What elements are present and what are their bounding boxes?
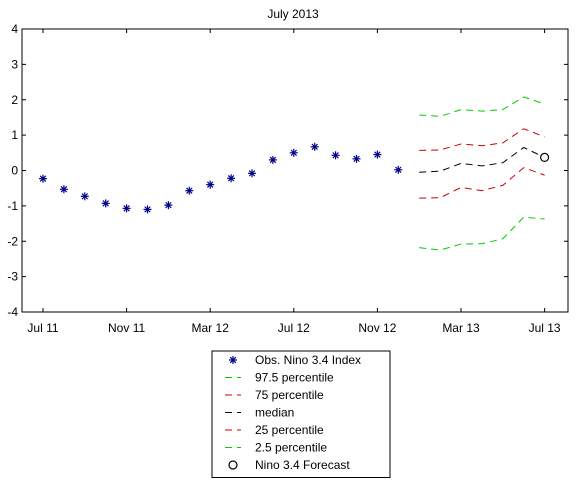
y-tick-label: 0 (11, 164, 18, 178)
series-2-5-percentile (419, 216, 545, 251)
legend-item-97-5-percentile: 97.5 percentile (225, 371, 334, 385)
y-tick-label: -4 (7, 305, 18, 319)
legend-label: 2.5 percentile (255, 441, 327, 455)
y-tick-label: 3 (11, 57, 18, 71)
series-75-percentile (419, 128, 545, 151)
legend-marker-circle (228, 460, 238, 470)
x-tick-label: Nov 12 (358, 321, 396, 335)
x-tick-label: Mar 12 (192, 321, 230, 335)
legend-item-25-percentile: 25 percentile (225, 423, 324, 437)
legend-item-obs-nino-3-4-index: Obs. Nino 3.4 Index (229, 353, 361, 367)
observed-point (310, 142, 319, 151)
y-tick-label: 2 (11, 93, 18, 107)
legend-item-75-percentile: 75 percentile (225, 388, 324, 402)
observed-point (227, 174, 236, 183)
legend-label: median (255, 406, 294, 420)
observed-point (331, 151, 340, 160)
observed-point (373, 150, 382, 159)
observed-point (206, 180, 215, 189)
y-tick-label: -2 (7, 234, 18, 248)
x-tick-label: Jul 11 (27, 321, 58, 335)
legend-label: Nino 3.4 Forecast (255, 458, 350, 472)
legend-item-2-5-percentile: 2.5 percentile (225, 441, 327, 455)
legend: Obs. Nino 3.4 Index 97.5 percentile 75 per… (211, 350, 391, 478)
legend-label: 97.5 percentile (255, 371, 334, 385)
forecast-series (539, 152, 550, 163)
chart-title: July 2013 (267, 7, 319, 21)
y-tick-label: 4 (11, 22, 18, 36)
observed-point (101, 199, 110, 208)
observed-point (122, 204, 131, 213)
observed-point (268, 155, 277, 164)
x-tick-label: Mar 13 (442, 321, 480, 335)
y-tick-label: -3 (7, 270, 18, 284)
legend-box (211, 350, 391, 478)
legend-marker-asterisk (229, 356, 237, 364)
x-axis: Jul 11 Nov 11 Mar 12 Jul 12 Nov 12 Mar 13 Jul … (27, 29, 561, 335)
observed-point (394, 165, 403, 174)
percentile-series (419, 96, 545, 251)
observed-series (39, 142, 403, 214)
legend-label: 75 percentile (255, 388, 324, 402)
x-tick-label: Jul 13 (529, 321, 561, 335)
y-tick-label: 1 (11, 128, 18, 142)
plot-area (21, 28, 569, 313)
y-axis: 4 3 2 1 0 -1 -2 -3 -4 (7, 22, 568, 319)
legend-item-median: median (225, 406, 294, 420)
x-tick-label: Nov 11 (108, 321, 145, 335)
series-median (419, 146, 545, 173)
legend-item-nino-3-4-forecast: Nino 3.4 Forecast (228, 458, 350, 472)
observed-point (248, 169, 256, 178)
legend-label: Obs. Nino 3.4 Index (255, 353, 361, 367)
series-97-5-percentile (419, 96, 545, 117)
forecast-point (539, 152, 550, 163)
observed-point (352, 154, 361, 163)
observed-point (59, 185, 68, 194)
observed-point (185, 186, 194, 195)
observed-point (80, 192, 89, 201)
y-tick-label: -1 (7, 199, 18, 213)
series-25-percentile (419, 167, 545, 199)
x-tick-label: Jul 12 (278, 321, 310, 335)
observed-point (143, 205, 152, 214)
observed-point (289, 148, 298, 157)
observed-point (39, 174, 47, 183)
legend-label: 25 percentile (255, 423, 324, 437)
observed-point (164, 201, 173, 210)
